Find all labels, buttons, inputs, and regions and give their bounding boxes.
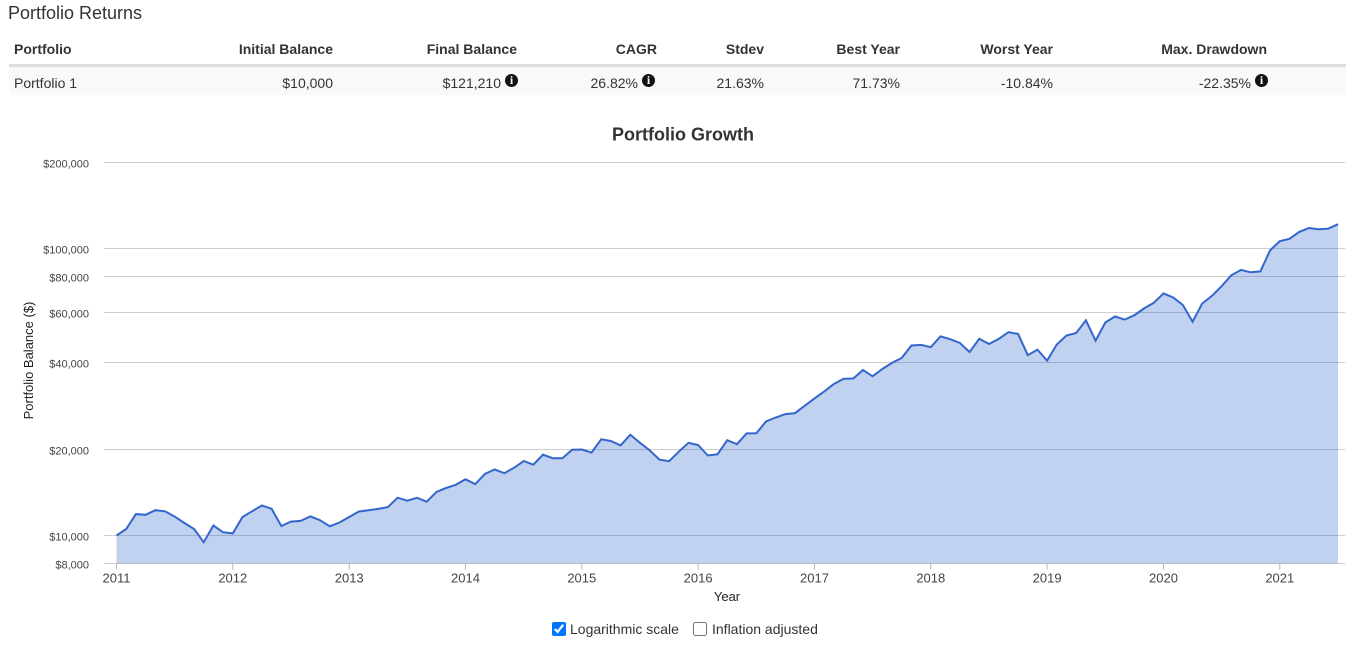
svg-text:$40,000: $40,000 bbox=[49, 358, 89, 370]
svg-text:$80,000: $80,000 bbox=[49, 272, 89, 284]
svg-text:$100,000: $100,000 bbox=[43, 244, 89, 256]
svg-text:$8,000: $8,000 bbox=[55, 559, 89, 571]
svg-text:2017: 2017 bbox=[800, 570, 829, 585]
svg-text:2016: 2016 bbox=[684, 570, 713, 585]
svg-text:$60,000: $60,000 bbox=[49, 308, 89, 320]
svg-text:2019: 2019 bbox=[1033, 570, 1062, 585]
svg-text:2013: 2013 bbox=[335, 570, 364, 585]
svg-text:2015: 2015 bbox=[567, 570, 596, 585]
svg-text:2012: 2012 bbox=[218, 570, 247, 585]
svg-text:$10,000: $10,000 bbox=[49, 531, 89, 543]
svg-text:2021: 2021 bbox=[1265, 570, 1294, 585]
svg-text:2011: 2011 bbox=[103, 570, 131, 585]
svg-text:Year: Year bbox=[714, 589, 741, 604]
svg-text:Portfolio Balance ($): Portfolio Balance ($) bbox=[21, 302, 36, 420]
svg-text:2018: 2018 bbox=[916, 570, 945, 585]
svg-text:Portfolio Growth: Portfolio Growth bbox=[612, 124, 754, 144]
svg-text:$200,000: $200,000 bbox=[43, 158, 89, 170]
svg-text:$20,000: $20,000 bbox=[49, 445, 89, 457]
svg-text:2020: 2020 bbox=[1149, 570, 1178, 585]
svg-text:2014: 2014 bbox=[451, 570, 480, 585]
